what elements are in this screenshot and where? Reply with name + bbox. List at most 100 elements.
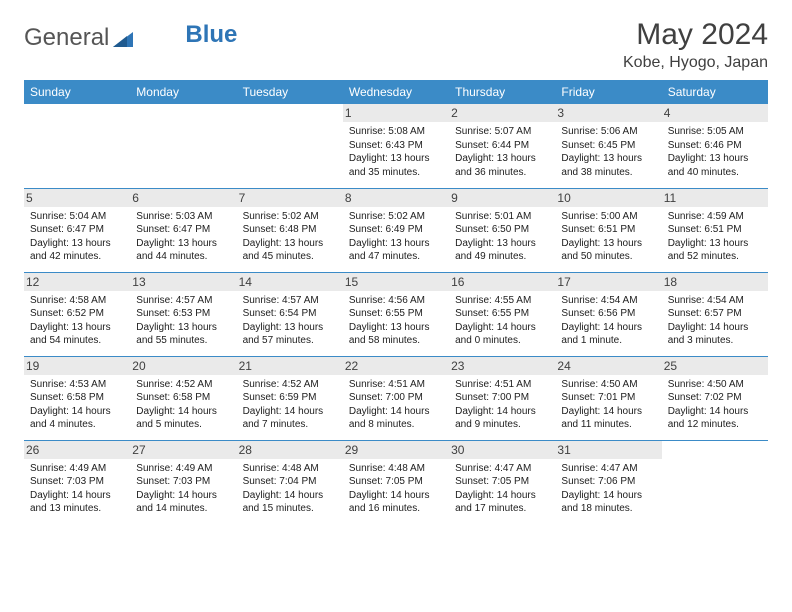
day-header: Wednesday bbox=[343, 80, 449, 104]
day-number: 11 bbox=[662, 189, 768, 207]
day-number: 26 bbox=[24, 441, 130, 459]
daylight-text-1: Daylight: 14 hours bbox=[349, 489, 443, 503]
sunrise-text: Sunrise: 4:47 AM bbox=[561, 462, 655, 476]
daylight-text-2: and 57 minutes. bbox=[243, 334, 337, 348]
calendar-cell bbox=[130, 104, 236, 188]
sunrise-text: Sunrise: 5:02 AM bbox=[243, 210, 337, 224]
day-details: Sunrise: 4:57 AMSunset: 6:54 PMDaylight:… bbox=[243, 294, 337, 348]
sunrise-text: Sunrise: 4:53 AM bbox=[30, 378, 124, 392]
daylight-text-1: Daylight: 14 hours bbox=[668, 321, 762, 335]
sunrise-text: Sunrise: 4:50 AM bbox=[561, 378, 655, 392]
day-details: Sunrise: 5:00 AMSunset: 6:51 PMDaylight:… bbox=[561, 210, 655, 264]
daylight-text-2: and 13 minutes. bbox=[30, 502, 124, 516]
daylight-text-1: Daylight: 13 hours bbox=[349, 321, 443, 335]
sunrise-text: Sunrise: 4:50 AM bbox=[668, 378, 762, 392]
day-details: Sunrise: 5:06 AMSunset: 6:45 PMDaylight:… bbox=[561, 125, 655, 179]
sunset-text: Sunset: 6:53 PM bbox=[136, 307, 230, 321]
daylight-text-2: and 36 minutes. bbox=[455, 166, 549, 180]
day-details: Sunrise: 5:07 AMSunset: 6:44 PMDaylight:… bbox=[455, 125, 549, 179]
daylight-text-2: and 15 minutes. bbox=[243, 502, 337, 516]
sunset-text: Sunset: 7:02 PM bbox=[668, 391, 762, 405]
daylight-text-1: Daylight: 14 hours bbox=[561, 489, 655, 503]
day-details: Sunrise: 4:51 AMSunset: 7:00 PMDaylight:… bbox=[349, 378, 443, 432]
calendar-cell: 22Sunrise: 4:51 AMSunset: 7:00 PMDayligh… bbox=[343, 356, 449, 440]
sunset-text: Sunset: 7:03 PM bbox=[30, 475, 124, 489]
day-details: Sunrise: 4:55 AMSunset: 6:55 PMDaylight:… bbox=[455, 294, 549, 348]
daylight-text-1: Daylight: 13 hours bbox=[30, 321, 124, 335]
daylight-text-1: Daylight: 13 hours bbox=[561, 152, 655, 166]
sunset-text: Sunset: 6:54 PM bbox=[243, 307, 337, 321]
daylight-text-1: Daylight: 14 hours bbox=[136, 489, 230, 503]
day-details: Sunrise: 5:05 AMSunset: 6:46 PMDaylight:… bbox=[668, 125, 762, 179]
calendar-cell: 27Sunrise: 4:49 AMSunset: 7:03 PMDayligh… bbox=[130, 440, 236, 524]
day-details: Sunrise: 4:47 AMSunset: 7:05 PMDaylight:… bbox=[455, 462, 549, 516]
sunset-text: Sunset: 6:58 PM bbox=[136, 391, 230, 405]
sunrise-text: Sunrise: 4:47 AM bbox=[455, 462, 549, 476]
day-details: Sunrise: 4:59 AMSunset: 6:51 PMDaylight:… bbox=[668, 210, 762, 264]
calendar-cell: 20Sunrise: 4:52 AMSunset: 6:58 PMDayligh… bbox=[130, 356, 236, 440]
calendar-row: 26Sunrise: 4:49 AMSunset: 7:03 PMDayligh… bbox=[24, 440, 768, 524]
month-title: May 2024 bbox=[623, 18, 768, 52]
day-details: Sunrise: 5:02 AMSunset: 6:49 PMDaylight:… bbox=[349, 210, 443, 264]
day-number: 23 bbox=[449, 357, 555, 375]
day-header: Sunday bbox=[24, 80, 130, 104]
daylight-text-1: Daylight: 13 hours bbox=[349, 152, 443, 166]
day-number: 19 bbox=[24, 357, 130, 375]
day-number: 13 bbox=[130, 273, 236, 291]
calendar-row: 19Sunrise: 4:53 AMSunset: 6:58 PMDayligh… bbox=[24, 356, 768, 440]
calendar-cell: 19Sunrise: 4:53 AMSunset: 6:58 PMDayligh… bbox=[24, 356, 130, 440]
calendar-cell: 6Sunrise: 5:03 AMSunset: 6:47 PMDaylight… bbox=[130, 188, 236, 272]
day-number: 2 bbox=[449, 104, 555, 122]
calendar-cell: 29Sunrise: 4:48 AMSunset: 7:05 PMDayligh… bbox=[343, 440, 449, 524]
calendar-cell: 13 Sunrise: 4:57 AMSunset: 6:53 PMDayligh… bbox=[130, 272, 236, 356]
sunrise-text: Sunrise: 4:52 AM bbox=[243, 378, 337, 392]
sunrise-text: Sunrise: 4:54 AM bbox=[668, 294, 762, 308]
daylight-text-2: and 16 minutes. bbox=[349, 502, 443, 516]
sunrise-text: Sunrise: 4:51 AM bbox=[349, 378, 443, 392]
daylight-text-1: Daylight: 14 hours bbox=[30, 405, 124, 419]
day-details: Sunrise: 4:48 AMSunset: 7:04 PMDaylight:… bbox=[243, 462, 337, 516]
logo-text-general: General bbox=[24, 24, 109, 52]
daylight-text-1: Daylight: 14 hours bbox=[30, 489, 124, 503]
calendar-cell bbox=[662, 440, 768, 524]
sunrise-text: Sunrise: 5:03 AM bbox=[136, 210, 230, 224]
daylight-text-2: and 8 minutes. bbox=[349, 418, 443, 432]
daylight-text-2: and 54 minutes. bbox=[30, 334, 124, 348]
daylight-text-1: Daylight: 14 hours bbox=[349, 405, 443, 419]
calendar-cell: 15Sunrise: 4:56 AMSunset: 6:55 PMDayligh… bbox=[343, 272, 449, 356]
daylight-text-1: Daylight: 13 hours bbox=[668, 237, 762, 251]
day-details: Sunrise: 4:50 AMSunset: 7:02 PMDaylight:… bbox=[668, 378, 762, 432]
day-details: Sunrise: 4:51 AMSunset: 7:00 PMDaylight:… bbox=[455, 378, 549, 432]
daylight-text-2: and 18 minutes. bbox=[561, 502, 655, 516]
sunset-text: Sunset: 7:00 PM bbox=[455, 391, 549, 405]
daylight-text-2: and 38 minutes. bbox=[561, 166, 655, 180]
day-number: 6 bbox=[130, 189, 236, 207]
calendar-cell: 16Sunrise: 4:55 AMSunset: 6:55 PMDayligh… bbox=[449, 272, 555, 356]
sunrise-text: Sunrise: 5:00 AM bbox=[561, 210, 655, 224]
day-number: 9 bbox=[449, 189, 555, 207]
daylight-text-1: Daylight: 13 hours bbox=[243, 237, 337, 251]
daylight-text-1: Daylight: 14 hours bbox=[668, 405, 762, 419]
sunset-text: Sunset: 7:05 PM bbox=[349, 475, 443, 489]
calendar-cell: 12Sunrise: 4:58 AMSunset: 6:52 PMDayligh… bbox=[24, 272, 130, 356]
logo: General Blue bbox=[24, 24, 237, 52]
daylight-text-1: Daylight: 13 hours bbox=[561, 237, 655, 251]
daylight-text-2: and 17 minutes. bbox=[455, 502, 549, 516]
daylight-text-1: Daylight: 14 hours bbox=[136, 405, 230, 419]
day-number: 27 bbox=[130, 441, 236, 459]
day-details: Sunrise: 4:57 AMSunset: 6:53 PMDaylight:… bbox=[136, 294, 230, 348]
day-details: Sunrise: 4:47 AMSunset: 7:06 PMDaylight:… bbox=[561, 462, 655, 516]
sunrise-text: Sunrise: 4:52 AM bbox=[136, 378, 230, 392]
sunset-text: Sunset: 6:46 PM bbox=[668, 139, 762, 153]
daylight-text-2: and 4 minutes. bbox=[30, 418, 124, 432]
sunset-text: Sunset: 6:57 PM bbox=[668, 307, 762, 321]
sunrise-text: Sunrise: 4:58 AM bbox=[30, 294, 124, 308]
day-number: 30 bbox=[449, 441, 555, 459]
calendar-cell: 25Sunrise: 4:50 AMSunset: 7:02 PMDayligh… bbox=[662, 356, 768, 440]
sunrise-text: Sunrise: 4:56 AM bbox=[349, 294, 443, 308]
sunset-text: Sunset: 7:04 PM bbox=[243, 475, 337, 489]
daylight-text-2: and 45 minutes. bbox=[243, 250, 337, 264]
daylight-text-1: Daylight: 14 hours bbox=[243, 489, 337, 503]
sunset-text: Sunset: 6:47 PM bbox=[30, 223, 124, 237]
daylight-text-2: and 14 minutes. bbox=[136, 502, 230, 516]
